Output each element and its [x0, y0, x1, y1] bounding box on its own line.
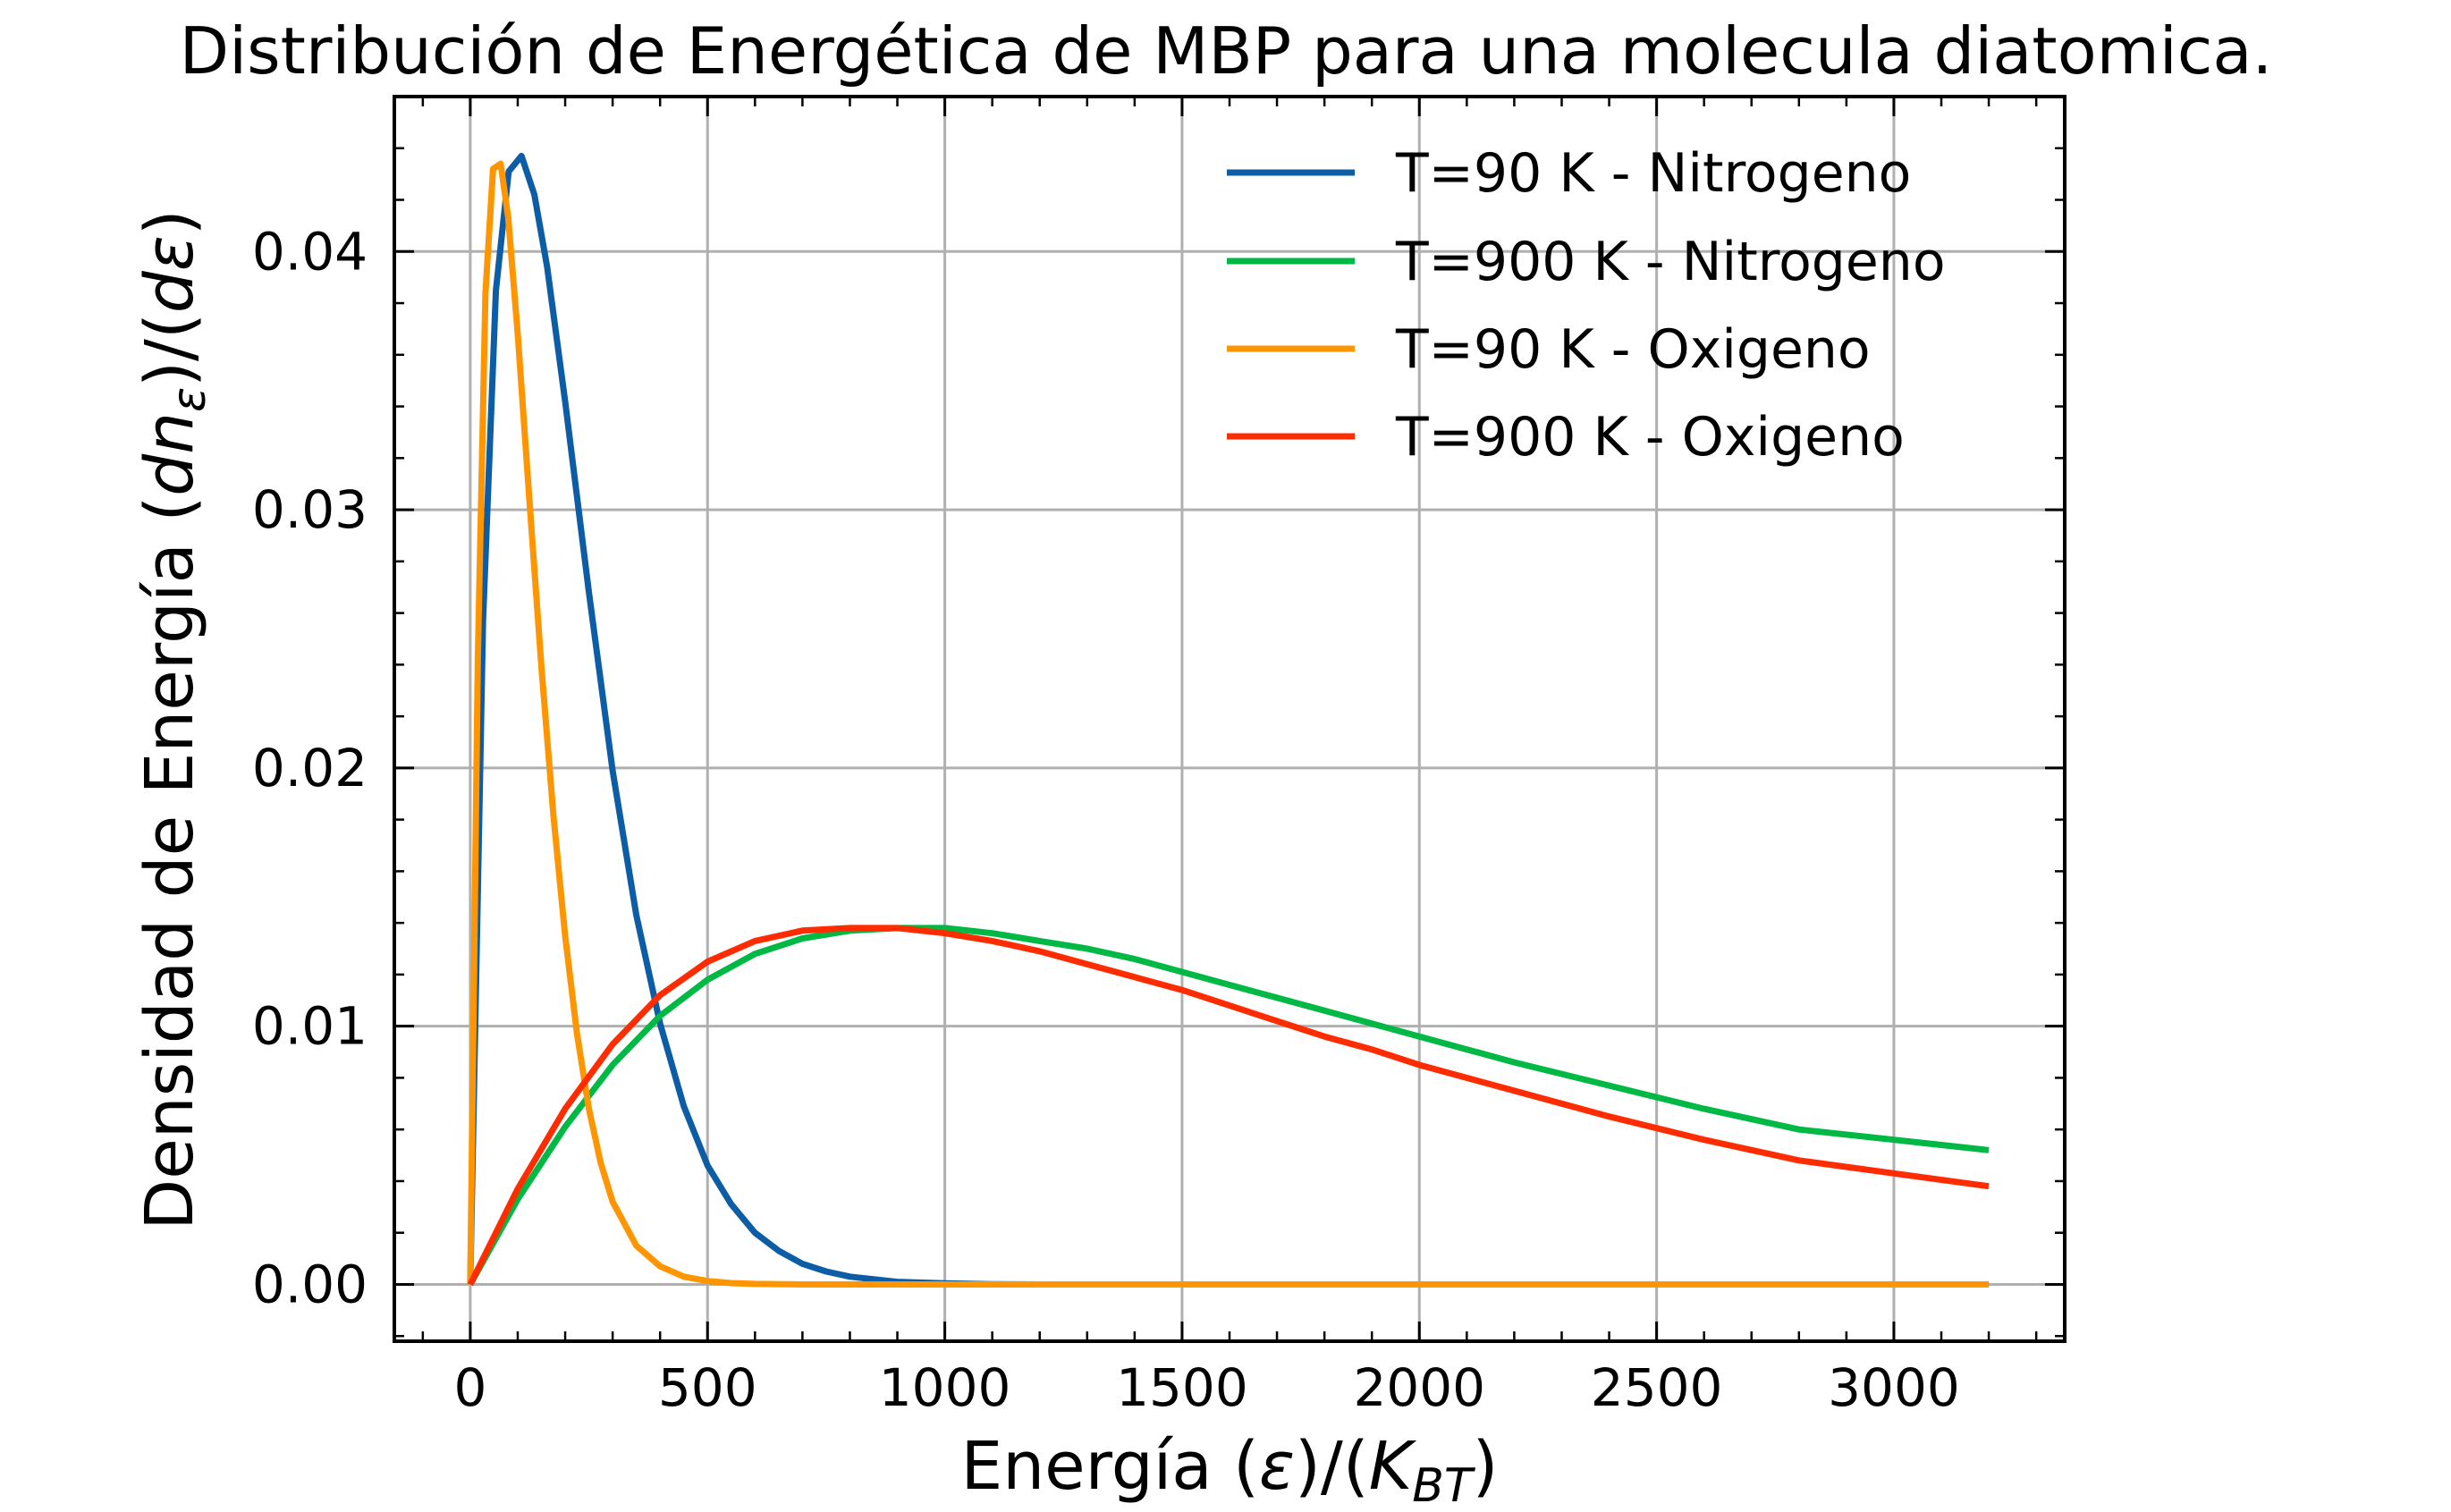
legend-label: T=900 K - Nitrogeno [1395, 231, 1946, 293]
x-label-k: K [1369, 1428, 1417, 1505]
legend-entry: T=900 K - Oxigeno [1227, 406, 1905, 469]
axis-ticks: 0 500 1000 1500 2000 2500 3000 0.00 0.01 0.02 0.03… [252, 97, 2065, 1418]
y-tick-label: 0.04 [252, 221, 368, 282]
x-label-prefix: Energía ( [960, 1428, 1259, 1505]
legend-label: T=900 K - Oxigeno [1395, 406, 1905, 469]
x-label-epsilon: ε [1259, 1428, 1295, 1505]
y-label-mid: )/( [131, 313, 208, 387]
chart-title: Distribución de Energética de MBP para u… [180, 13, 2273, 89]
legend-entry: T=900 K - Nitrogeno [1227, 231, 1946, 293]
grid-lines [394, 97, 2065, 1341]
x-tick-label: 0 [453, 1357, 486, 1418]
series-lines [467, 152, 1990, 1288]
legend-label: T=90 K - Nitrogeno [1395, 142, 1911, 205]
series-line-2 [467, 160, 1990, 1288]
y-tick-label: 0.01 [252, 996, 368, 1057]
x-tick-label: 3000 [1828, 1357, 1960, 1418]
plot-frame [393, 95, 2066, 1343]
x-axis-label: Energía (ε)/(KBT) [960, 1428, 1498, 1512]
x-label-subscript: BT [1412, 1459, 1476, 1512]
x-label-suffix: ) [1473, 1428, 1499, 1505]
series-line-3 [467, 925, 1990, 1287]
legend: T=90 K - Nitrogeno T=900 K - Nitrogeno T… [1227, 142, 1946, 469]
series-line-1 [467, 925, 1990, 1287]
y-label-subscript: ε [163, 387, 216, 412]
x-tick-label: 1000 [879, 1357, 1011, 1418]
y-label-deps: dε [131, 235, 208, 313]
x-label-mid: )/( [1295, 1428, 1369, 1505]
y-tick-label: 0.02 [252, 738, 368, 798]
y-tick-label: 0.03 [252, 479, 368, 540]
y-label-suffix: ) [131, 209, 208, 235]
legend-label: T=90 K - Oxigeno [1395, 318, 1871, 381]
x-tick-label: 1500 [1116, 1357, 1248, 1418]
x-tick-label: 2500 [1591, 1357, 1723, 1418]
legend-entry: T=90 K - Nitrogeno [1227, 142, 1911, 205]
y-label-dn: dn [131, 412, 208, 496]
y-tick-label: 0.00 [252, 1254, 368, 1314]
y-label-prefix: Densidad de Energía ( [131, 496, 208, 1230]
x-tick-label: 500 [658, 1357, 757, 1418]
y-axis-label: Densidad de Energía (dnε)/(dε) [131, 209, 216, 1229]
legend-entry: T=90 K - Oxigeno [1227, 318, 1871, 381]
x-tick-label: 2000 [1353, 1357, 1485, 1418]
